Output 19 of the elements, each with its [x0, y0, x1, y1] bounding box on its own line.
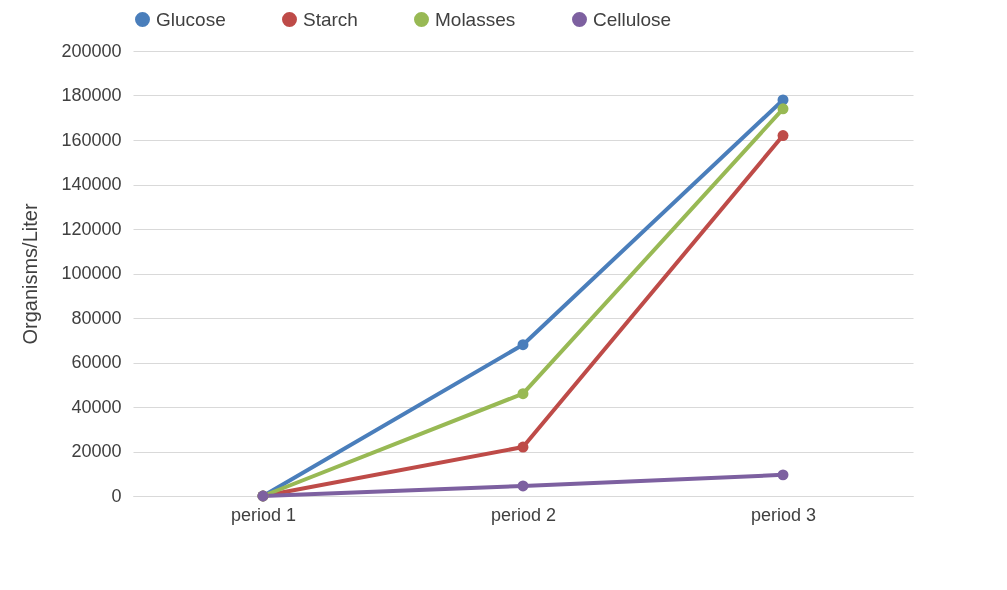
y-axis-title: Organisms/Liter [19, 203, 42, 345]
y-tick-label: 200000 [61, 40, 122, 61]
y-tick-label: 0 [111, 485, 122, 506]
y-tick-label: 80000 [71, 307, 122, 328]
y-tick-label: 100000 [61, 263, 122, 283]
y-tick-label: 140000 [61, 174, 122, 194]
legend-label: Glucose [156, 8, 226, 30]
x-tick-label: period 1 [230, 504, 297, 525]
x-tick-label: period 3 [750, 504, 817, 525]
y-tick-label: 160000 [61, 129, 122, 150]
x-tick-label: period 2 [490, 504, 557, 525]
y-tick-label: 120000 [61, 218, 122, 239]
y-tick-label: 20000 [71, 441, 122, 461]
legend-label: Starch [303, 8, 358, 30]
legend-label: Cellulose [593, 8, 672, 30]
y-tick-label: 60000 [71, 352, 122, 372]
y-tick-label: 40000 [71, 396, 122, 417]
legend-label: Molasses [435, 8, 516, 30]
y-tick-label: 180000 [61, 85, 122, 105]
